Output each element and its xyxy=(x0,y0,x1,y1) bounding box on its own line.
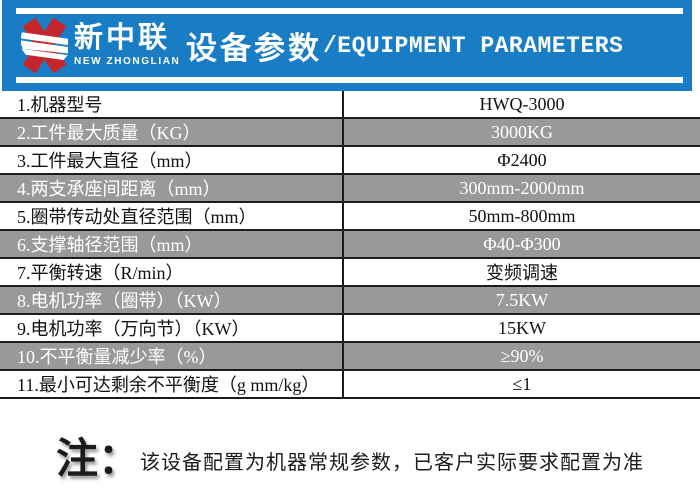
brand-name-english: NEW ZHONGLIAN xyxy=(74,56,181,67)
brand-logo: 新中联 NEW ZHONGLIAN xyxy=(21,17,180,74)
brand-logo-text: 新中联 NEW ZHONGLIAN xyxy=(74,24,180,67)
brand-name-chinese: 新中联 xyxy=(74,22,171,54)
parameter-label: 3.工件最大直径（mm） xyxy=(17,151,203,171)
parameter-label: 10.不平衡量减少率（%） xyxy=(17,347,217,367)
parameter-label: 1.机器型号 xyxy=(17,95,103,115)
table-row: 11.最小可达剩余不平衡度（g mm/kg） ≤1 xyxy=(0,371,700,399)
parameter-value: HWQ-3000 xyxy=(342,91,700,117)
parameter-value: 7.5KW xyxy=(342,287,700,313)
table-row: 7.平衡转速（R/min） 变频调速 xyxy=(0,259,700,287)
footer-note: 注：该设备配置为机器常规参数，已客户实际要求配置为准 xyxy=(0,425,700,486)
parameter-label: 9.电机功率（万向节）（KW） xyxy=(17,319,250,339)
table-row: 6.支撑轴径范围（mm） Φ40-Φ300 xyxy=(0,231,700,259)
parameter-value: Φ40-Φ300 xyxy=(342,231,700,257)
parameter-value: ≤1 xyxy=(342,371,700,397)
parameter-value: 50mm-800mm xyxy=(342,203,700,229)
table-row: 3.工件最大直径（mm） Φ2400 xyxy=(0,147,700,175)
table-row: 8.电机功率（圈带）（KW） 7.5KW xyxy=(0,287,700,315)
page-title-chinese: 设备参数 xyxy=(186,31,322,66)
table-row: 10.不平衡量减少率（%） ≥90% xyxy=(0,343,700,371)
parameter-value: 3000KG xyxy=(342,119,700,145)
parameter-label: 2.工件最大质量（KG） xyxy=(17,123,201,143)
parameter-label: 6.支撑轴径范围（mm） xyxy=(17,235,203,255)
parameter-label: 7.平衡转速（R/min） xyxy=(17,263,184,283)
parameter-value: 15KW xyxy=(342,315,700,341)
table-row: 9.电机功率（万向节）（KW） 15KW xyxy=(0,315,700,343)
table-row: 4.两支承座间距离（mm） 300mm-2000mm xyxy=(0,175,700,203)
header-stripe-top xyxy=(16,8,683,14)
table-row: 2.工件最大质量（KG） 3000KG xyxy=(0,119,700,147)
parameter-value: ≥90% xyxy=(342,343,700,369)
table-row: 5.圈带传动处直径范围（mm） 50mm-800mm xyxy=(0,203,700,231)
footer-note-text: 该设备配置为机器常规参数，已客户实际要求配置为准 xyxy=(140,452,644,474)
page-title-english: /EQUIPMENT PARAMETERS xyxy=(323,32,624,59)
parameter-label: 11.最小可达剩余不平衡度（g mm/kg） xyxy=(17,375,320,395)
parameter-label: 8.电机功率（圈带）（KW） xyxy=(17,291,232,311)
parameters-table: 1.机器型号 HWQ-3000 2.工件最大质量（KG） 3000KG 3.工件… xyxy=(0,91,700,399)
parameter-label: 4.两支承座间距离（mm） xyxy=(17,179,221,199)
header-stripe-bottom xyxy=(16,77,683,83)
parameter-value: 变频调速 xyxy=(342,259,700,285)
parameter-value: Φ2400 xyxy=(342,147,700,173)
parameter-value: 300mm-2000mm xyxy=(342,175,700,201)
brand-logo-icon xyxy=(21,17,68,74)
page-title: 设备参数/EQUIPMENT PARAMETERS xyxy=(186,0,623,91)
parameter-label: 5.圈带传动处直径范围（mm） xyxy=(17,207,257,227)
header-banner: 新中联 NEW ZHONGLIAN 设备参数/EQUIPMENT PARAMET… xyxy=(2,0,692,91)
table-row: 1.机器型号 HWQ-3000 xyxy=(0,91,700,119)
footer-note-prefix: 注： xyxy=(55,437,140,483)
